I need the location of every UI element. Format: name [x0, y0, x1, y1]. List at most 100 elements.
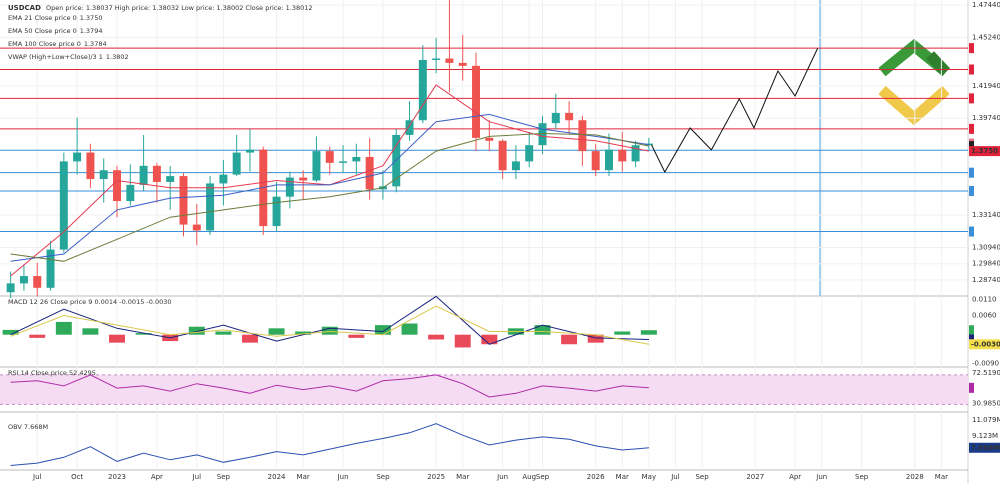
axis-tag [969, 123, 974, 134]
legend-value: 1.3802 [106, 53, 129, 61]
x-tick-label: Sep [855, 473, 869, 481]
candle-body [139, 165, 148, 185]
axis-tag-label: 7.668M [971, 444, 1000, 452]
macd-histogram-bar [481, 334, 498, 345]
x-tick-label: 2025 [427, 473, 445, 481]
x-tick-label: Mar [297, 473, 310, 481]
axis-tag [969, 442, 1000, 453]
candle-body [405, 120, 414, 135]
candle-body [591, 151, 600, 171]
candle-body [73, 152, 82, 162]
macd-histogram-bar [55, 321, 72, 335]
x-tick-label: 2028 [906, 473, 924, 481]
candle-body [498, 140, 507, 171]
candle-body [272, 196, 281, 227]
candle-body [485, 137, 494, 141]
legend-value: 1.3784 [84, 40, 107, 48]
macd-histogram-bar [82, 328, 99, 335]
macd-histogram-bar [135, 333, 152, 335]
forecast-line [651, 47, 819, 174]
x-tick-label: Mar [935, 473, 948, 481]
x-tick-label: Jul [670, 473, 680, 481]
candle-body [152, 165, 161, 182]
x-tick-label: Sep [217, 473, 231, 481]
macd-histogram-bar [215, 331, 232, 335]
candle-body [418, 59, 427, 121]
x-tick-label: 2023 [108, 473, 126, 481]
y-tick-label: 9.123M [972, 432, 998, 440]
panel-title: OBV 7.668M [8, 423, 48, 431]
candle-body [511, 161, 520, 171]
candle-body [86, 152, 95, 180]
y-tick-label: 0.0060 [972, 312, 997, 320]
macd-histogram-bar [321, 326, 338, 335]
candle-body [206, 183, 215, 231]
candle-body [113, 170, 121, 202]
y-tick-label: 11.079M [972, 416, 1000, 424]
axis-tag [969, 185, 974, 196]
y-tick-label: 1.29840 [972, 260, 1000, 268]
axis-tag [969, 43, 974, 54]
candle-body [99, 170, 108, 180]
panel-title: RSI 14 Close price 52.4295 [8, 369, 96, 377]
axis-tag [969, 325, 974, 336]
candle-body [219, 174, 228, 184]
x-tick-label: Jun [496, 473, 508, 481]
candle-body [126, 184, 135, 202]
candle-body [33, 276, 42, 288]
macd-histogram-bar [188, 326, 205, 335]
y-tick-label: 30.9850 [972, 400, 1000, 408]
y-tick-label: 1.33140 [972, 211, 1000, 219]
x-tick-label: May [642, 473, 656, 481]
candle-body [46, 249, 55, 288]
panel-title: MACD 12 26 Close price 9 0.0014 -0.0015 … [8, 298, 172, 306]
candle-body [551, 112, 560, 124]
y-tick-label: 1.39740 [972, 114, 1000, 122]
candle-body [631, 145, 640, 162]
macd-histogram-bar [428, 334, 445, 340]
ema-line [10, 132, 650, 262]
macd-histogram-bar [614, 331, 631, 335]
rsi-band [0, 374, 968, 405]
axis-tag [969, 64, 974, 75]
macd-line [10, 305, 649, 345]
candle-body [432, 58, 441, 60]
x-tick-label: Mar [456, 473, 469, 481]
legend-value: 1.3750 [80, 14, 103, 22]
ema-line [10, 113, 649, 262]
y-tick-label: 1.47440 [972, 1, 1000, 9]
obv-line [10, 423, 649, 466]
axis-tag [969, 167, 974, 178]
x-tick-label: Jun [815, 473, 827, 481]
x-tick-label: 2026 [587, 473, 605, 481]
x-tick-label: Mar [616, 473, 629, 481]
y-tick-label: 1.41940 [972, 82, 1000, 90]
macd-histogram-bar [587, 334, 604, 343]
macd-histogram-bar [640, 330, 657, 335]
candle-body [312, 151, 321, 181]
legend-name: VWAP (High+Low+Close)/3 1 [8, 53, 103, 61]
legend-name: EMA 50 Close price 0 [8, 27, 77, 35]
macd-histogram-bar [2, 329, 19, 335]
candle-body [578, 120, 587, 152]
chart-title: USDCAD [8, 4, 41, 12]
axis-tag-label: -0.0030 [971, 340, 1000, 348]
candle-body [59, 161, 68, 250]
candle-body [458, 62, 467, 66]
candle-body [299, 177, 308, 181]
x-tick-label: 2027 [746, 473, 764, 481]
macd-histogram-bar [374, 325, 391, 335]
candle-body [618, 149, 627, 162]
rsi-line [10, 374, 649, 398]
candle-body [245, 149, 254, 153]
x-tick-label: Sep [376, 473, 390, 481]
macd-histogram-bar [561, 334, 578, 345]
candle-body [445, 58, 454, 63]
macd-line [10, 295, 649, 345]
macd-histogram-bar [401, 323, 418, 335]
candle-body [6, 283, 15, 293]
axis-tag [969, 93, 974, 104]
y-tick-label: 1.45240 [972, 33, 1000, 41]
axis-tag [969, 382, 974, 393]
